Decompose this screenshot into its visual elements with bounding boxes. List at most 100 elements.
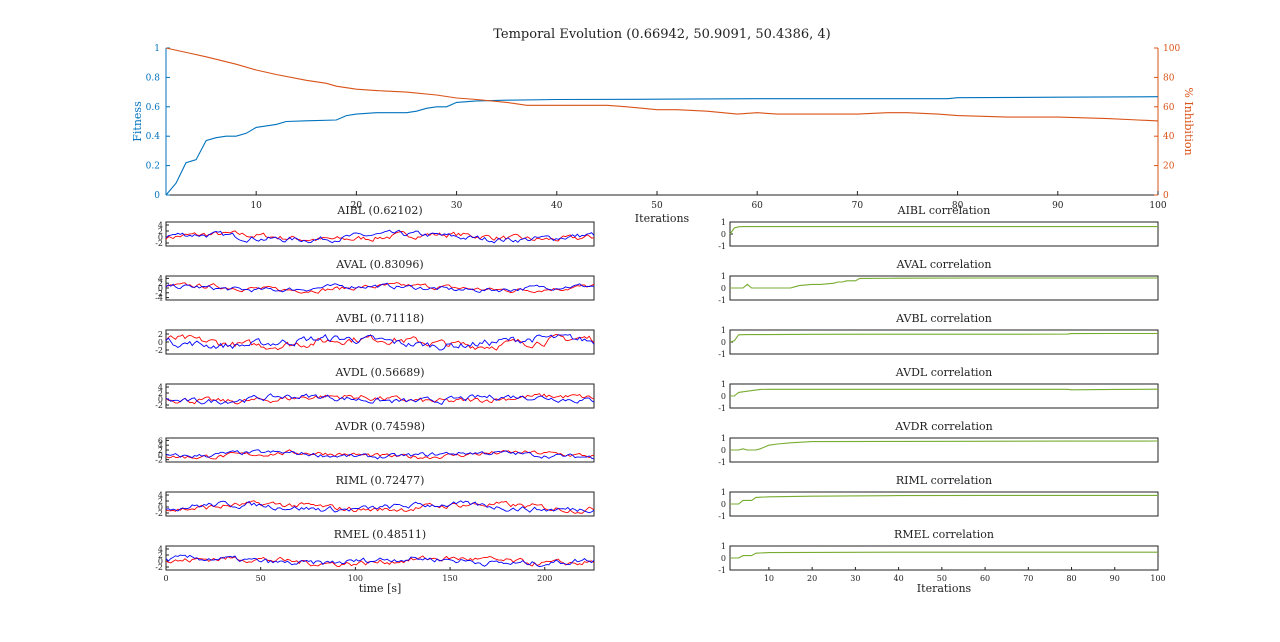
correlation-x-tick-label: 30 <box>850 574 860 583</box>
main-x-tick-label: 100 <box>1149 201 1166 211</box>
trace-x-tick-label: 100 <box>348 574 363 583</box>
correlation-panel: AVDR correlation -1 0 1 <box>718 420 1159 467</box>
correlation-y-tick-label: 0 <box>721 284 726 293</box>
trace-panel-title: RIML (0.72477) <box>336 474 425 487</box>
trace-x-tick-label: 0 <box>163 574 168 583</box>
trace-y-tick-label: 0 <box>158 395 163 404</box>
main-right-y-label: % Inhibition <box>1182 87 1195 155</box>
trace-y-tick-label: 2 <box>158 389 163 398</box>
correlation-y-tick-label: -1 <box>718 296 726 305</box>
trace-y-tick-label: 6 <box>158 436 163 445</box>
correlation-x-tick-label: 90 <box>1110 574 1120 583</box>
correlation-line <box>730 440 1159 451</box>
trace-panel-title: RMEL (0.48511) <box>334 528 426 541</box>
correlation-x-tick-label: 60 <box>980 574 990 583</box>
main-left-y-label: Fitness <box>131 101 144 142</box>
correlation-y-tick-label: 0 <box>721 392 726 401</box>
trace-panel: AVBL (0.71118) -202 <box>155 312 595 355</box>
correlation-panel-title: RMEL correlation <box>894 528 994 541</box>
correlation-x-tick-label: 100 <box>1150 574 1165 583</box>
correlation-panel-title: AVDR correlation <box>894 420 992 433</box>
correlation-x-tick-label: 10 <box>764 574 774 583</box>
correlation-panel: AVDL correlation -1 0 1 <box>718 366 1159 413</box>
trace-y-tick-label: 0 <box>158 284 163 293</box>
correlation-y-tick-label: 1 <box>721 488 726 497</box>
correlation-panel-frame <box>729 545 1159 571</box>
trace-panel-title: AIBL (0.62102) <box>336 204 422 217</box>
data-trace-line <box>165 393 595 405</box>
correlation-panel-title: AIBL correlation <box>897 204 991 217</box>
main-x-tick-label: 30 <box>451 201 463 211</box>
main-x-label: Iterations <box>635 212 690 225</box>
correlation-panel-frame <box>729 221 1159 247</box>
trace-y-tick-label: -2 <box>155 239 163 248</box>
main-left-tick-label: 0.6 <box>146 103 161 113</box>
correlation-y-tick-label: 1 <box>721 326 726 335</box>
trace-y-tick-label: 4 <box>158 491 163 500</box>
trace-y-tick-label: 0 <box>158 451 163 460</box>
correlation-y-tick-label: -1 <box>718 404 726 413</box>
trace-y-tick-label: -2 <box>155 401 163 410</box>
model-trace-line <box>165 449 595 460</box>
correlation-x-tick-label: 80 <box>1066 574 1076 583</box>
correlation-x-tick-label: 50 <box>937 574 947 583</box>
correlation-line <box>730 551 1158 559</box>
main-x-tick-label: 50 <box>651 201 663 211</box>
main-left-tick-label: 0.4 <box>146 132 161 142</box>
main-x-tick-label: 70 <box>852 201 864 211</box>
trace-y-tick-label: 0 <box>158 233 163 242</box>
main-x-tick-label: 80 <box>952 201 964 211</box>
main-x-tick-label: 90 <box>1052 201 1064 211</box>
main-left-tick-label: 0.8 <box>146 73 161 83</box>
correlation-panel: RIML correlation -1 0 1 <box>718 474 1159 521</box>
correlation-panel-frame <box>729 275 1159 301</box>
correlation-y-tick-label: 0 <box>721 500 726 509</box>
correlation-y-tick-label: -1 <box>718 242 726 251</box>
trace-y-tick-label: 4 <box>158 221 163 230</box>
trace-panel-title: AVAL (0.83096) <box>335 258 423 271</box>
main-left-tick-label: 0 <box>154 191 160 201</box>
trace-y-tick-label: 0 <box>158 503 163 512</box>
model-trace-line <box>165 282 595 293</box>
trace-x-tick-label: 50 <box>256 574 266 583</box>
trace-panel-frame <box>165 437 595 463</box>
main-x-tick-label: 10 <box>250 201 262 211</box>
trace-y-tick-label: 2 <box>158 497 163 506</box>
correlation-panel-title: RIML correlation <box>896 474 992 487</box>
trace-y-tick-label: -2 <box>155 563 163 572</box>
main-right-tick-label: 40 <box>1163 132 1175 142</box>
correlation-y-tick-label: 1 <box>721 218 726 227</box>
correlation-panel-title: AVDL correlation <box>895 366 993 379</box>
correlation-x-tick-label: 70 <box>1023 574 1033 583</box>
correlation-y-tick-label: 0 <box>721 230 726 239</box>
correlation-y-tick-label: -1 <box>718 512 726 521</box>
main-right-tick-label: 100 <box>1163 44 1180 54</box>
correlation-panel: AVBL correlation -1 0 1 <box>718 312 1159 359</box>
correlation-y-tick-label: 1 <box>721 434 726 443</box>
model-trace-line <box>165 229 595 244</box>
data-trace-line <box>165 333 595 351</box>
correlation-y-tick-label: 1 <box>721 272 726 281</box>
trace-y-tick-label: -2 <box>155 509 163 518</box>
trace-y-tick-label: 2 <box>158 446 163 455</box>
main-x-tick-label: 40 <box>551 201 563 211</box>
main-chart-title: Temporal Evolution (0.66942, 50.9091, 50… <box>493 27 830 42</box>
trace-panel-frame <box>165 275 595 301</box>
correlation-y-tick-label: 1 <box>721 542 726 551</box>
trace-y-tick-label: 4 <box>158 441 163 450</box>
trace-y-tick-label: 0 <box>158 338 163 347</box>
main-chart: Temporal Evolution (0.66942, 50.9091, 50… <box>131 27 1195 225</box>
main-right-tick-label: 80 <box>1163 73 1175 83</box>
correlation-line <box>729 226 1158 235</box>
model-trace-line <box>165 554 595 568</box>
model-trace-line <box>165 333 595 351</box>
correlation-panel-title: AVBL correlation <box>895 312 992 325</box>
correlation-x-label: Iterations <box>917 582 972 595</box>
main-right-tick-label: 0 <box>1163 191 1169 201</box>
trace-panel-title: AVDR (0.74598) <box>334 420 425 433</box>
correlation-y-tick-label: -1 <box>718 566 726 575</box>
